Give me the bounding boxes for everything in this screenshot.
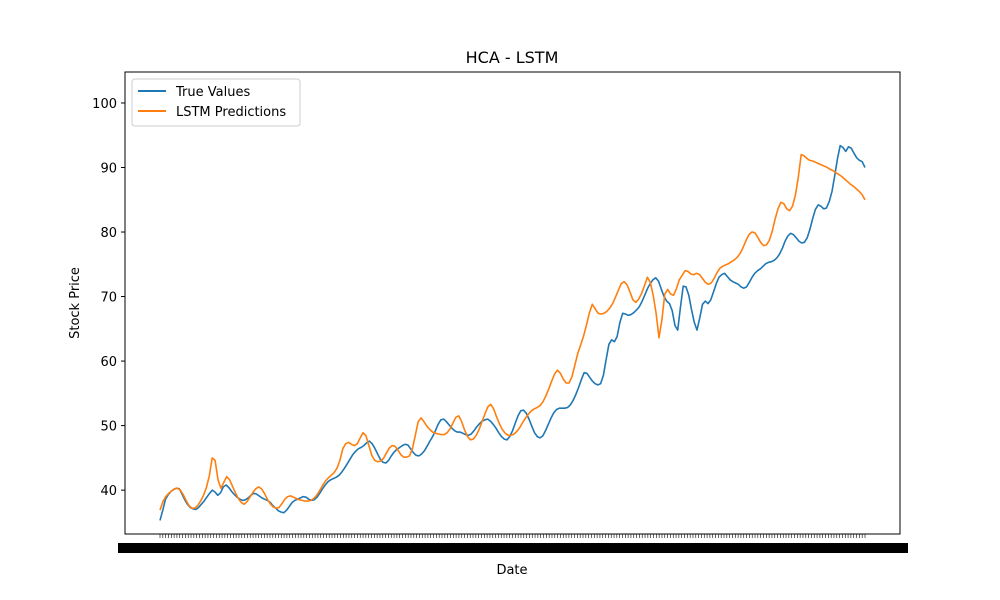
y-tick-label: 70	[100, 291, 117, 306]
legend-label-lstm-predictions: LSTM Predictions	[176, 105, 286, 120]
legend: True Values LSTM Predictions	[131, 78, 301, 127]
y-tick-label: 50	[100, 420, 117, 435]
y-tick-label: 90	[100, 161, 117, 176]
legend-box	[131, 78, 301, 127]
y-tick-label: 100	[92, 97, 117, 112]
y-tick-label: 40	[100, 484, 117, 499]
x-axis-ticks	[118, 534, 908, 553]
chart-title: HCA - LSTM	[466, 48, 559, 67]
series-line-true-values	[159, 144, 866, 521]
y-tick-label: 80	[100, 226, 117, 241]
y-axis-ticks: 40 50 60 70 80 90 100	[92, 97, 125, 499]
x-axis-label: Date	[496, 563, 527, 578]
series-lines	[159, 144, 866, 521]
y-axis-label: Stock Price	[68, 267, 83, 339]
series-line-lstm-predictions	[159, 153, 866, 511]
plot-background	[125, 72, 900, 534]
y-tick-label: 60	[100, 355, 117, 370]
legend-label-true-values: True Values	[175, 85, 250, 100]
x-tick-label-strip	[118, 543, 908, 553]
plot-frame	[124, 71, 901, 535]
